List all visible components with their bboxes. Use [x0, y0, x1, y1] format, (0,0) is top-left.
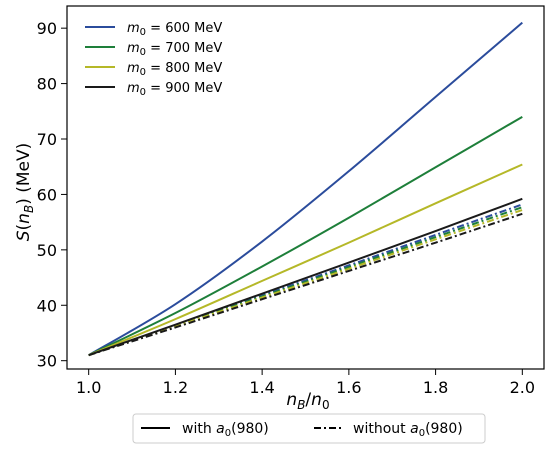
- legend-label-without: without a0(980): [353, 421, 463, 439]
- x-tick-label: 1.8: [423, 378, 448, 397]
- series-line-with-4: [88, 21, 523, 357]
- y-tick-label: 30: [37, 352, 57, 371]
- y-tick-label: 90: [37, 19, 57, 38]
- y-tick-label: 80: [37, 75, 57, 94]
- legend-label: m0 = 900 MeV: [127, 81, 222, 98]
- x-tick-label: 1.2: [163, 378, 188, 397]
- series-line-with-5: [88, 115, 523, 357]
- x-tick-label: 1.0: [76, 378, 101, 397]
- y-tick-label: 40: [37, 296, 57, 315]
- legend-top-left: m0 = 600 MeV m0 = 700 MeV m0 = 800 MeV m0 =…: [85, 21, 222, 98]
- y-tick-label: 70: [37, 130, 57, 149]
- legend-label: m0 = 700 MeV: [127, 41, 222, 58]
- plot-frame: [66, 5, 545, 370]
- legend-bottom: with a0(980) without a0(980): [132, 413, 486, 444]
- series-line-with-7: [88, 197, 523, 357]
- legend-label: m0 = 600 MeV: [127, 21, 222, 38]
- legend-label: m0 = 800 MeV: [127, 61, 222, 78]
- legend-label-with: with a0(980): [182, 421, 269, 439]
- x-tick-label: 1.6: [336, 378, 361, 397]
- x-tick-label: 2.0: [510, 378, 535, 397]
- y-tick-label: 50: [37, 241, 57, 260]
- series-line-without-3: [88, 212, 523, 357]
- plot-area: 1.0 1.2 1.4 1.6 1.8 2.0 30 40 50 60 70 80 90: [37, 5, 545, 397]
- series-line-with-6: [88, 163, 523, 357]
- x-axis-label: nB/n0: [286, 390, 329, 412]
- legend-bottom-frame: [132, 413, 486, 444]
- series-line-without-0: [88, 203, 523, 357]
- y-tick-label: 60: [37, 185, 57, 204]
- x-tick-label: 1.4: [249, 378, 274, 397]
- y-axis-label: S(nB) (MeV): [14, 143, 36, 242]
